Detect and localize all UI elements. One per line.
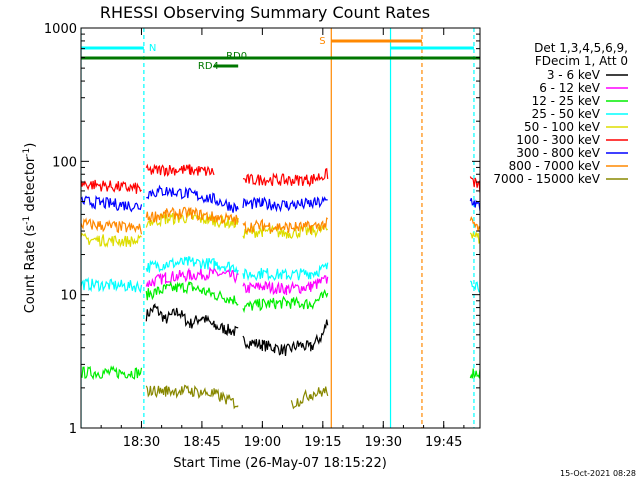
legend-label-5: 100 - 300 keV [516,133,600,147]
legend-header-1: Det 1,3,4,5,6,9, [534,41,628,55]
series-line-6-2 [242,196,328,213]
rd4-label: RD4 [198,61,219,72]
saa-label: S [319,36,325,47]
series-line-0-1 [242,319,329,357]
legend-label-6: 300 - 800 keV [516,146,600,160]
series-line-2-1 [145,281,239,306]
series-line-4-3 [469,231,480,244]
annotation-layer [81,28,480,428]
y-axis: 1 10 100 1000 [44,22,480,437]
x-tick-label: 18:30 [123,435,160,450]
series-line-2-0 [81,365,143,381]
series-line-6-3 [469,197,480,211]
x-tick-label: 18:45 [183,435,220,450]
series-layer [81,163,480,410]
series-line-8-1 [290,386,329,410]
x-tick-label: 19:00 [244,435,281,450]
legend-label-3: 25 - 50 keV [532,107,601,121]
y-tick-label: 1000 [44,22,77,37]
legend-label-2: 12 - 25 keV [532,94,601,108]
footer-date: 15-Oct-2021 08:28 [560,469,636,478]
series-line-7-2 [242,217,328,235]
series-line-2-3 [469,368,480,379]
chart-title: RHESSI Observing Summary Count Rates [100,3,430,22]
legend-label-0: 3 - 6 keV [547,68,601,82]
series-line-5-2 [242,167,329,188]
series-line-7-1 [145,206,239,225]
legend-header-2: FDecim 1, Att 0 [535,54,628,68]
series-line-7-3 [469,216,480,232]
x-axis-label: Start Time (26-May-07 18:15:22) [173,456,387,471]
series-line-8-0 [145,384,239,410]
plot-frame [80,27,481,429]
series-line-1-0 [145,266,239,288]
y-tick-label: 10 [60,289,77,304]
series-line-5-0 [81,179,142,194]
y-tick-label: 1 [69,422,77,437]
series-line-7-0 [81,217,143,235]
series-line-4-2 [242,223,329,239]
rd0-label: RD0 [226,51,247,62]
series-line-3-1 [145,255,239,275]
x-axis: 18:30 18:45 19:00 19:15 19:30 19:45 [80,28,465,450]
series-line-4-0 [81,232,142,248]
x-tick-label: 19:30 [365,435,402,450]
legend-label-8: 7000 - 15000 keV [493,172,600,186]
y-axis-label: Count Rate (s-1 detector-1) [22,143,38,314]
legend-label-4: 50 - 100 keV [524,120,601,134]
series-line-2-2 [242,288,329,314]
series-line-1-1 [242,275,329,296]
night-label: N [149,43,156,54]
legend-label-7: 800 - 7000 keV [509,159,601,173]
series-line-0-0 [145,303,239,337]
legend: Det 1,3,4,5,6,9, FDecim 1, Att 0 3 - 6 k… [493,41,628,186]
series-line-6-1 [146,184,239,213]
x-tick-label: 19:15 [304,435,341,450]
y-tick-label: 100 [52,155,77,170]
series-line-3-3 [469,280,480,293]
series-line-6-0 [81,194,143,213]
x-tick-label: 19:45 [425,435,462,450]
series-line-3-0 [81,276,143,294]
series-line-3-2 [242,262,329,282]
legend-label-1: 6 - 12 keV [539,81,601,95]
series-line-5-1 [145,163,215,177]
